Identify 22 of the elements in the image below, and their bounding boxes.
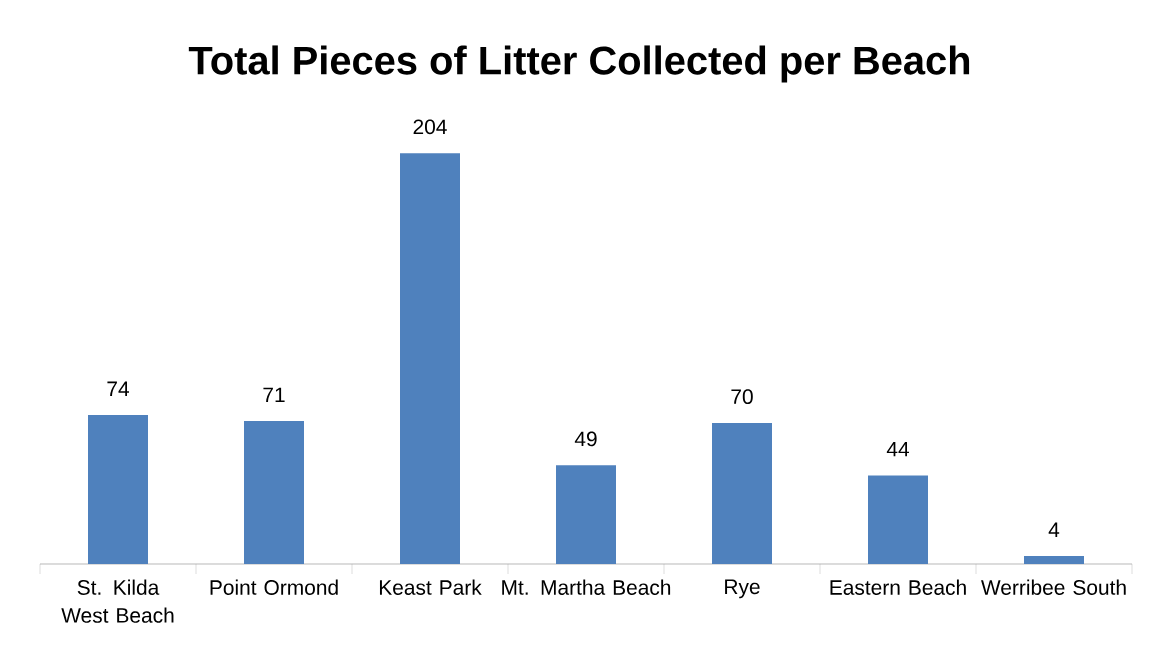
- x-tick-label: Point Ormond: [210, 579, 338, 595]
- chart-title: Total Pieces of Litter Collected per Beach: [188, 45, 970, 83]
- x-tick-label: Rye: [725, 579, 760, 599]
- data-label: 44: [886, 441, 909, 457]
- x-tick-label: Werribee South: [981, 579, 1126, 595]
- bar: [1024, 555, 1084, 564]
- x-tick-label: Keast Park: [379, 579, 482, 595]
- bar: [400, 153, 460, 564]
- x-tick-label: Eastern Beach: [830, 579, 966, 595]
- data-label: 204: [413, 119, 447, 135]
- bar: [712, 423, 772, 564]
- data-label: 49: [574, 431, 597, 447]
- bar: [88, 415, 148, 564]
- bar: [244, 421, 304, 564]
- data-label: 4: [1048, 522, 1060, 537]
- x-tick-label: St. Kilda West Beach: [61, 579, 174, 623]
- data-label: 70: [731, 389, 753, 405]
- bar: [868, 475, 928, 564]
- data-label: 74: [107, 381, 129, 396]
- bar: [556, 465, 616, 564]
- x-tick-label: Mt. Martha Beach: [502, 579, 671, 595]
- data-label: 71: [263, 387, 285, 403]
